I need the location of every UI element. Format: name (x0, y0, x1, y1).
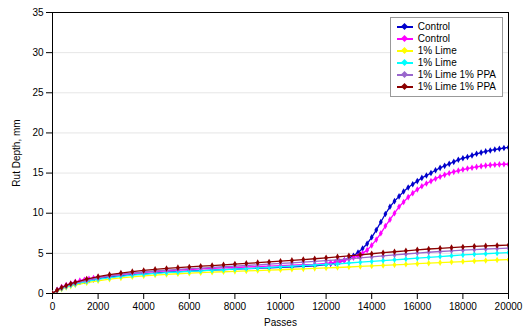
svg-text:Rut Depth, mm: Rut Depth, mm (11, 119, 22, 186)
svg-text:30: 30 (32, 47, 44, 58)
svg-text:14000: 14000 (358, 301, 386, 312)
svg-text:35: 35 (32, 7, 44, 18)
svg-text:12000: 12000 (312, 301, 340, 312)
svg-text:6000: 6000 (178, 301, 201, 312)
svg-text:20: 20 (32, 127, 44, 138)
html-text:1% Lime 1% PPA: 1% Lime 1% PPA (417, 81, 496, 92)
svg-text:Passes: Passes (264, 317, 297, 328)
svg-text:15: 15 (32, 167, 44, 178)
svg-text:4000: 4000 (133, 301, 156, 312)
html-text:1% Lime: 1% Lime (417, 45, 457, 56)
svg-text:8000: 8000 (224, 301, 247, 312)
svg-text:0: 0 (50, 301, 56, 312)
svg-text:10000: 10000 (267, 301, 295, 312)
svg-text:0: 0 (38, 288, 44, 299)
svg-text:16000: 16000 (403, 301, 431, 312)
svg-text:5: 5 (38, 248, 44, 259)
html-text:Control: Control (417, 21, 451, 32)
svg-text:20000: 20000 (495, 301, 523, 312)
html-text:1% Lime 1% PPA: 1% Lime 1% PPA (417, 69, 496, 80)
html-text:1% Lime: 1% Lime (417, 57, 457, 68)
svg-text:10: 10 (32, 207, 44, 218)
svg-text:25: 25 (32, 87, 44, 98)
svg-text:2000: 2000 (87, 301, 110, 312)
svg-text:18000: 18000 (449, 301, 477, 312)
html-text:Control: Control (417, 33, 451, 44)
